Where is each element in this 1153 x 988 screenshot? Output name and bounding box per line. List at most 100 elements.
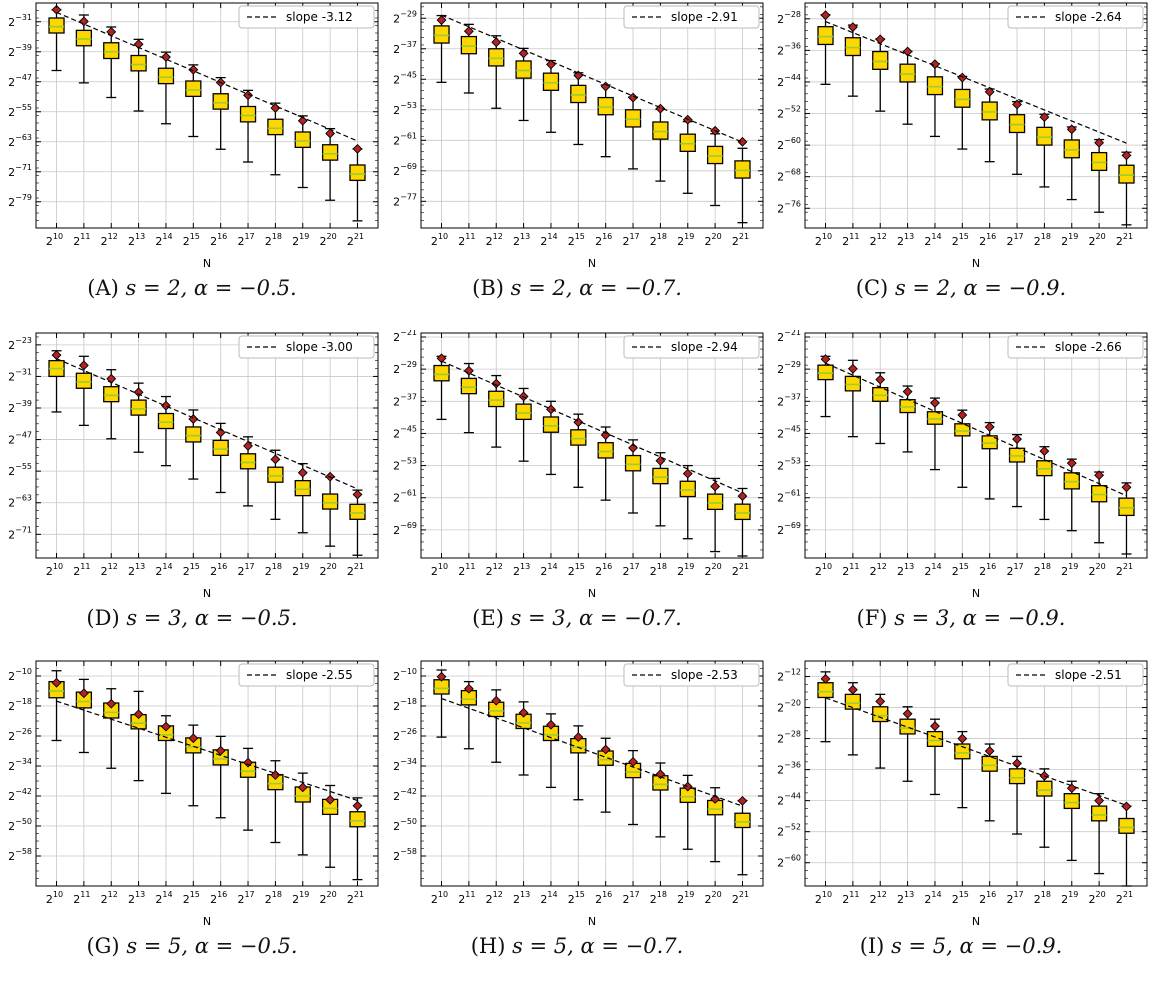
mean-marker: [737, 491, 748, 502]
box-2-pow-16: [981, 86, 998, 163]
mean-marker: [1121, 801, 1132, 812]
legend: slope -3.12: [238, 5, 375, 29]
y-tick-label: 2−37: [393, 40, 417, 56]
legend: slope -3.00: [238, 335, 375, 359]
y-tick-label: 2−76: [777, 199, 801, 215]
box-iqr: [844, 375, 862, 392]
plot-area: [805, 661, 1147, 886]
box-2-pow-16: [597, 426, 614, 501]
box-2-pow-15: [570, 413, 587, 488]
box-iqr: [624, 454, 642, 472]
box-2-pow-15: [570, 725, 587, 801]
mean-marker: [1012, 434, 1022, 445]
mean-marker: [161, 52, 171, 62]
box-2-pow-18: [1036, 768, 1053, 848]
x-tick-label: 221: [1116, 232, 1133, 248]
box-iqr: [488, 48, 505, 67]
x-tick-label: 210: [431, 890, 448, 906]
box-iqr: [1036, 126, 1053, 146]
box-iqr: [349, 503, 366, 520]
trend-line: [825, 20, 1127, 144]
box-iqr: [185, 80, 202, 98]
x-tick-label: 217: [622, 890, 639, 906]
chart-svg: 2−10 2−18 2−26 2−34 2−42 2−50 2−58 210 211 212 213…: [8, 660, 379, 928]
box-2-pow-18: [267, 449, 284, 520]
box-2-pow-11: [460, 680, 478, 750]
legend-box: [623, 335, 760, 359]
box-iqr: [817, 26, 834, 46]
box-2-pow-16: [212, 422, 229, 494]
box-2-pow-16: [597, 737, 614, 813]
box-2-pow-17: [239, 747, 257, 831]
mean-marker: [600, 430, 611, 440]
y-tick-label: 2−53: [777, 457, 801, 473]
box-2-pow-21: [1118, 801, 1135, 887]
y-tick-label: 2−77: [393, 192, 417, 208]
box-2-pow-13: [899, 706, 916, 782]
x-tick-label: 215: [952, 890, 969, 906]
box-2-pow-19: [679, 114, 696, 194]
mean-marker: [737, 795, 748, 806]
mean-marker: [463, 365, 474, 376]
box-2-pow-10: [433, 14, 450, 83]
x-tick-label: 210: [46, 232, 63, 248]
box-iqr: [515, 403, 532, 421]
caption-math: s = 3, α = −0.7.: [510, 606, 682, 630]
box-2-pow-13: [130, 382, 147, 453]
caption-label: (C): [855, 276, 889, 300]
box-iqr: [1036, 780, 1053, 797]
caption-math: s = 2, α = −0.5.: [125, 276, 297, 300]
axes-frame: [420, 332, 764, 559]
box-iqr: [488, 390, 505, 408]
x-tick-label: 213: [128, 890, 145, 906]
x-tick-label: 214: [155, 562, 172, 578]
box-2-pow-14: [542, 713, 560, 789]
y-tick-label: 2−37: [777, 392, 801, 408]
x-tick-label: 216: [595, 562, 612, 578]
mean-marker: [51, 4, 62, 15]
y-tick-label: 2−29: [393, 9, 417, 25]
x-tick-label: 216: [210, 562, 227, 578]
box-2-pow-17: [1008, 434, 1026, 508]
x-tick-label: 215: [183, 562, 200, 578]
box-iqr: [926, 76, 944, 96]
box-iqr: [433, 679, 450, 695]
x-tick-label: 214: [924, 562, 941, 578]
mean-marker: [325, 128, 336, 139]
mean-marker: [78, 688, 89, 699]
y-tick-label: 2−29: [393, 360, 417, 376]
y-tick-label: 2−39: [8, 399, 32, 415]
box-iqr: [844, 693, 862, 710]
x-tick-label: 211: [73, 562, 90, 578]
mean-marker: [1066, 458, 1077, 469]
panel-caption: (I) s = 5, α = −0.9.: [769, 934, 1153, 958]
mean-marker: [655, 769, 666, 780]
y-tick-label: 2−52: [777, 823, 801, 839]
box-iqr: [954, 88, 971, 108]
y-tick-label: 2−36: [777, 761, 801, 777]
mean-marker: [518, 707, 529, 718]
x-tick-label: 211: [842, 890, 859, 906]
axes-frame: [420, 660, 764, 887]
y-tick-label: 2−42: [393, 787, 417, 803]
x-tick-label: 215: [568, 232, 585, 248]
box-2-pow-11: [460, 23, 478, 94]
mean-marker: [573, 70, 584, 81]
plot-area: [805, 333, 1147, 558]
x-tick-label: 221: [347, 890, 364, 906]
box-2-pow-17: [624, 439, 642, 514]
x-tick-label: 219: [292, 232, 309, 248]
mean-marker: [436, 15, 447, 26]
trend-line: [825, 362, 1127, 497]
box-iqr: [239, 453, 257, 470]
y-tick-label: 2−47: [8, 431, 32, 447]
chart-svg: 2−23 2−31 2−39 2−47 2−55 2−63 2−71 210 211 212 213…: [8, 332, 379, 600]
x-tick-label: 219: [292, 562, 309, 578]
box-iqr: [899, 63, 916, 83]
box-iqr: [652, 467, 669, 485]
x-tick-label: 211: [842, 562, 859, 578]
box-2-pow-16: [981, 421, 998, 500]
trend-line: [56, 700, 358, 802]
y-tick-label: 2−69: [393, 162, 417, 178]
x-axis-label: N: [203, 587, 211, 600]
